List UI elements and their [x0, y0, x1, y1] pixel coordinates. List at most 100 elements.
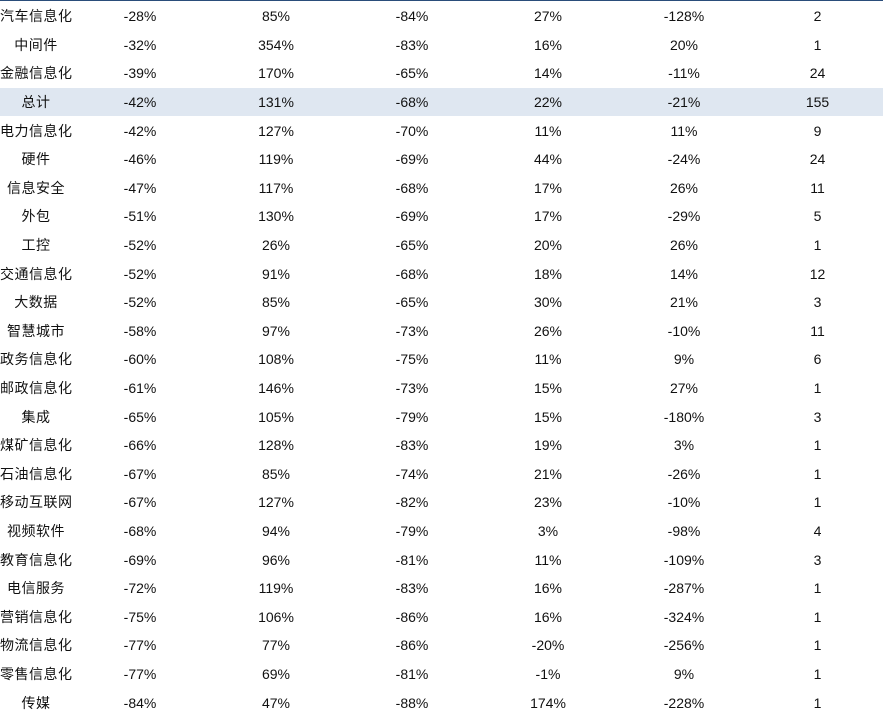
count-value: 2	[813, 8, 822, 25]
table-row: 石油信息化 -67% 85% -74% 21% -26% 1	[0, 460, 883, 489]
col-4-value: 17%	[533, 179, 563, 196]
col-4-value: 44%	[533, 151, 563, 168]
col-1-value: -52%	[123, 294, 157, 311]
col-1-value: -66%	[123, 437, 157, 454]
row-name: 邮政信息化	[0, 381, 73, 398]
col-4-value: 16%	[533, 580, 563, 597]
col-1-value: -28%	[123, 8, 157, 25]
col-2-value: 106%	[258, 608, 294, 625]
col-5-value: -324%	[663, 608, 705, 625]
count-value: 11	[810, 179, 825, 196]
col-1-value: -60%	[123, 351, 157, 368]
count-value: 1	[813, 465, 822, 482]
count-value: 9	[813, 122, 822, 139]
count-value: 155	[805, 94, 830, 111]
count-value: 5	[813, 208, 822, 225]
count-value: 1	[813, 237, 822, 254]
col-5-value: -26%	[667, 465, 701, 482]
table-row: 集成 -65% 105% -79% 15% -180% 3	[0, 402, 883, 431]
table-row: 信息安全 -47% 117% -68% 17% 26% 11	[0, 174, 883, 203]
col-1-value: -67%	[123, 494, 157, 511]
col-3-value: -75%	[395, 351, 429, 368]
table-row: 物流信息化 -77% 77% -86% -20% -256% 1	[0, 631, 883, 660]
col-1-value: -77%	[123, 665, 157, 682]
col-3-value: -69%	[395, 208, 429, 225]
col-5-value: 14%	[669, 265, 699, 282]
col-3-value: -73%	[395, 380, 429, 397]
row-name: 中间件	[14, 37, 58, 54]
table-row: 传媒 -84% 47% -88% 174% -228% 1	[0, 688, 883, 717]
col-2-value: 146%	[258, 380, 294, 397]
col-4-value: 21%	[533, 465, 563, 482]
row-name: 视频软件	[7, 523, 65, 540]
col-5-value: -256%	[663, 637, 705, 654]
col-4-value: 20%	[533, 237, 563, 254]
col-3-value: -65%	[395, 65, 429, 82]
col-4-value: 23%	[533, 494, 563, 511]
col-4-value: 15%	[533, 380, 563, 397]
table-row: 营销信息化 -75% 106% -86% 16% -324% 1	[0, 602, 883, 631]
count-value: 24	[809, 65, 826, 82]
col-5-value: -10%	[667, 322, 701, 339]
table-row: 交通信息化 -52% 91% -68% 18% 14% 12	[0, 259, 883, 288]
row-name: 营销信息化	[0, 609, 73, 626]
col-4-value: 30%	[533, 294, 563, 311]
col-2-value: 130%	[258, 208, 294, 225]
row-name: 传媒	[21, 695, 51, 712]
col-5-value: -29%	[667, 208, 701, 225]
row-name: 智慧城市	[7, 323, 65, 340]
col-3-value: -83%	[395, 36, 429, 53]
col-3-value: -68%	[395, 179, 429, 196]
col-3-value: -79%	[395, 522, 429, 539]
col-2-value: 69%	[261, 665, 291, 682]
count-value: 24	[809, 151, 826, 168]
count-value: 1	[813, 437, 822, 454]
row-name: 物流信息化	[0, 638, 73, 655]
count-value: 6	[813, 351, 822, 368]
col-3-value: -84%	[395, 8, 429, 25]
col-2-value: 47%	[261, 694, 291, 711]
col-1-value: -77%	[123, 637, 157, 654]
col-2-value: 108%	[258, 351, 294, 368]
col-1-value: -52%	[123, 265, 157, 282]
col-4-value: 17%	[533, 208, 563, 225]
col-3-value: -69%	[395, 151, 429, 168]
table-row: 零售信息化 -77% 69% -81% -1% 9% 1	[0, 660, 883, 689]
col-5-value: -287%	[663, 580, 705, 597]
col-1-value: -42%	[123, 94, 157, 111]
col-3-value: -83%	[395, 580, 429, 597]
col-3-value: -65%	[395, 294, 429, 311]
col-1-value: -72%	[123, 580, 157, 597]
col-3-value: -86%	[395, 637, 429, 654]
col-4-value: 11%	[534, 122, 562, 139]
table-row: 邮政信息化 -61% 146% -73% 15% 27% 1	[0, 374, 883, 403]
col-1-value: -51%	[123, 208, 157, 225]
col-1-value: -47%	[123, 179, 157, 196]
col-5-value: -228%	[663, 694, 705, 711]
count-value: 1	[813, 608, 822, 625]
col-1-value: -52%	[123, 237, 157, 254]
col-2-value: 96%	[261, 551, 291, 568]
col-3-value: -81%	[395, 665, 429, 682]
row-name: 煤矿信息化	[0, 438, 73, 455]
row-name: 移动互联网	[0, 495, 73, 512]
table-row: 大数据 -52% 85% -65% 30% 21% 3	[0, 288, 883, 317]
col-2-value: 85%	[261, 465, 291, 482]
col-3-value: -83%	[395, 437, 429, 454]
col-5-value: 11%	[670, 122, 698, 139]
row-name: 集成	[21, 409, 51, 426]
table-row: 移动互联网 -67% 127% -82% 23% -10% 1	[0, 488, 883, 517]
col-3-value: -81%	[395, 551, 429, 568]
col-1-value: -39%	[123, 65, 157, 82]
row-name: 电力信息化	[0, 123, 73, 140]
col-1-value: -68%	[123, 522, 157, 539]
table-row: 金融信息化 -39% 170% -65% 14% -11% 24	[0, 59, 883, 88]
col-4-value: 19%	[533, 437, 563, 454]
count-value: 1	[813, 665, 822, 682]
row-name: 零售信息化	[0, 666, 73, 683]
table-row: 煤矿信息化 -66% 128% -83% 19% 3% 1	[0, 431, 883, 460]
col-4-value: 3%	[537, 522, 559, 539]
col-2-value: 85%	[261, 294, 291, 311]
table-row: 汽车信息化 -28% 85% -84% 27% -128% 2	[0, 2, 883, 31]
col-3-value: -70%	[395, 122, 429, 139]
